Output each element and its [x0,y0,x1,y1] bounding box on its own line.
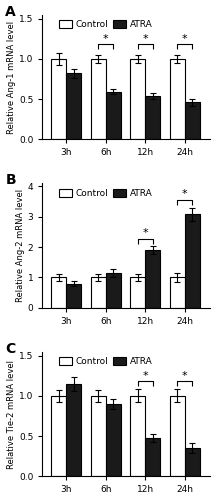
Bar [91,59,106,140]
Text: A: A [5,4,16,18]
Bar [170,396,185,476]
Legend: Control, ATRA: Control, ATRA [55,16,156,33]
Text: *: * [142,228,148,238]
Text: *: * [142,34,148,44]
Bar [66,284,81,308]
Text: *: * [182,371,187,381]
Bar [130,278,145,308]
Bar [130,396,145,476]
Bar [91,278,106,308]
Bar [51,59,66,140]
Bar [106,404,121,476]
Bar [51,396,66,476]
Text: B: B [5,173,16,187]
Bar [185,102,200,140]
Bar [91,396,106,476]
Y-axis label: Relative Ang-2 mRNA level: Relative Ang-2 mRNA level [16,189,25,302]
Legend: Control, ATRA: Control, ATRA [55,185,156,202]
Bar [106,273,121,308]
Text: *: * [103,34,108,44]
Bar [130,59,145,140]
Text: *: * [142,371,148,381]
Bar [51,278,66,308]
Y-axis label: Relative Ang-1 mRNA level: Relative Ang-1 mRNA level [7,20,16,134]
Bar [66,384,81,476]
Text: *: * [182,34,187,44]
Text: C: C [5,342,16,355]
Bar [170,278,185,308]
Legend: Control, ATRA: Control, ATRA [55,354,156,370]
Y-axis label: Relative Tie-2 mRNA level: Relative Tie-2 mRNA level [7,360,16,469]
Bar [106,92,121,140]
Bar [145,438,160,476]
Bar [145,96,160,140]
Text: *: * [182,190,187,200]
Bar [185,214,200,308]
Bar [66,74,81,140]
Bar [185,448,200,476]
Bar [145,250,160,308]
Bar [170,59,185,140]
